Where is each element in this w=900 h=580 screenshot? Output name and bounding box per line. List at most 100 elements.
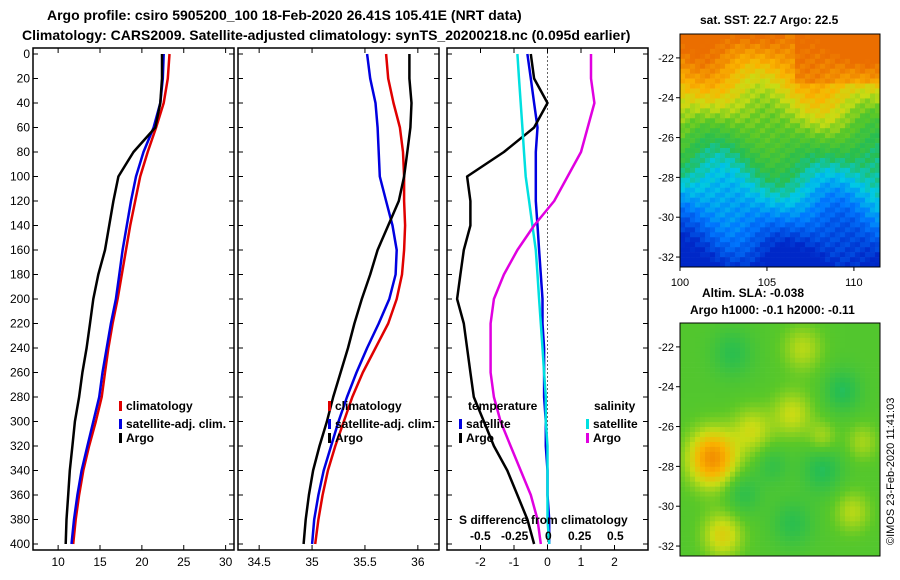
sla-cell [825, 412, 831, 418]
sst-cell [750, 103, 756, 109]
sla-cell [775, 516, 781, 522]
sla-cell [870, 387, 876, 393]
sla-cell [735, 357, 741, 363]
sla-cell [720, 531, 726, 537]
sla-cell [745, 531, 751, 537]
sla-cell [850, 422, 856, 428]
sla-cell [715, 466, 721, 473]
sst-cell [725, 187, 731, 193]
sla-cell [780, 456, 786, 463]
sla-cell [840, 357, 846, 363]
sst-cell [845, 128, 851, 134]
sla-cell [685, 521, 691, 527]
sst-cell [765, 148, 771, 154]
sst-cell [715, 167, 721, 174]
sst-cell [860, 152, 866, 159]
sla-cell [690, 362, 696, 368]
sst-cell [765, 152, 771, 159]
sla-cell [760, 511, 766, 517]
sst-cell [785, 83, 791, 89]
sst-cell [850, 202, 856, 208]
sla-cell [875, 437, 881, 443]
sst-cell [845, 232, 851, 238]
sla-cell [800, 486, 806, 492]
sla-cell [800, 422, 806, 428]
sla-cell [740, 526, 746, 532]
sst-cell [745, 217, 751, 223]
sla-cell [690, 417, 696, 423]
sst-cell [720, 247, 726, 253]
sst-cell [780, 98, 786, 104]
sst-cell [790, 157, 796, 164]
sla-cell [865, 516, 871, 522]
sst-cell [785, 73, 791, 79]
sla-cell [705, 521, 711, 527]
sst-cell [695, 192, 701, 198]
sla-cell [795, 491, 801, 497]
sla-cell [775, 387, 781, 393]
sst-cell [690, 187, 696, 193]
sla-cell [755, 397, 761, 403]
sla-cell [760, 407, 766, 413]
sst-cell [710, 113, 716, 119]
sla-cell [795, 446, 801, 453]
sla-cell [775, 546, 781, 552]
sla-cell [680, 352, 686, 358]
sst-cell [725, 138, 731, 144]
sst-cell [830, 148, 836, 154]
sst-cell [750, 247, 756, 253]
sst-cell [795, 73, 801, 79]
sla-cell [715, 432, 721, 438]
sla-cell [845, 352, 851, 358]
sst-cell [790, 152, 796, 159]
sst-cell [680, 34, 686, 40]
sst-cell [695, 197, 701, 203]
sla-cell [785, 323, 791, 329]
sla-cell [680, 377, 686, 383]
sst-cell [710, 108, 716, 114]
sst-cell [855, 53, 861, 60]
sla-cell [685, 382, 691, 388]
sst-cell [865, 34, 871, 40]
sla-cell [685, 352, 691, 358]
sst-cell [755, 207, 761, 213]
sla-cell [770, 466, 776, 473]
sla-cell [685, 397, 691, 403]
sst-cell [770, 38, 776, 45]
sst-cell [680, 38, 686, 45]
sst-cell [865, 138, 871, 144]
sst-cell [770, 34, 776, 40]
sla-cell [845, 466, 851, 473]
sst-cell [725, 108, 731, 114]
sla-cell [750, 551, 756, 557]
sst-cell [740, 133, 746, 139]
sla-cell [790, 491, 796, 497]
sla-cell [750, 372, 756, 378]
sla-cell [680, 456, 686, 463]
sst-cell [680, 48, 686, 55]
sst-cell [845, 123, 851, 129]
sla-cell [700, 531, 706, 537]
sla-cell [770, 397, 776, 403]
sla-cell [870, 531, 876, 537]
sla-cell [860, 551, 866, 557]
sst-cell [840, 83, 846, 89]
y-tick-label: 340 [10, 464, 30, 478]
sst-cell [780, 133, 786, 139]
sst-cell [760, 34, 766, 40]
sla-cell [840, 476, 846, 482]
sst-cell [755, 217, 761, 223]
sst-cell [685, 148, 691, 154]
sla-cell [840, 446, 846, 453]
sla-cell [760, 332, 766, 339]
sst-cell [740, 232, 746, 238]
sla-cell [865, 437, 871, 443]
sst-cell [760, 257, 766, 263]
sst-cell [710, 128, 716, 134]
sst-cell [810, 242, 816, 248]
sst-cell [790, 187, 796, 193]
sla-cell [735, 511, 741, 517]
sla-cell [775, 551, 781, 557]
sla-cell [800, 402, 806, 408]
sla-cell [695, 327, 701, 334]
